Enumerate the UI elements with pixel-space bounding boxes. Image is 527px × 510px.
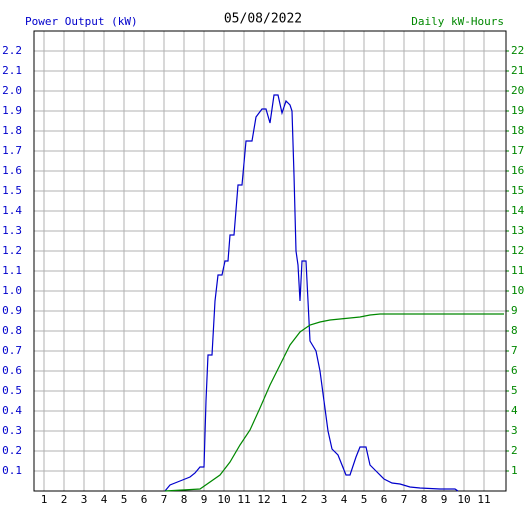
y-tick-label: 1.9 — [2, 104, 22, 117]
y-tick-label: 2.0 — [2, 84, 22, 97]
x-tick-label: 10 — [217, 493, 230, 506]
x-tick-label: 12 — [257, 493, 270, 506]
x-tick-label: 10 — [457, 493, 470, 506]
x-tick-label: 8 — [421, 493, 428, 506]
x-tick-label: 8 — [181, 493, 188, 506]
y-tick-label: 1.4 — [2, 204, 22, 217]
x-tick-label: 9 — [201, 493, 208, 506]
y2-tick-label: 10 — [511, 284, 524, 297]
y2-tick-label: 11 — [511, 264, 524, 277]
y-tick-label: 0.3 — [2, 424, 22, 437]
y2-tick-label: 22 — [511, 44, 524, 57]
y-tick-label: 1.1 — [2, 264, 22, 277]
y-tick-label: 0.7 — [2, 344, 22, 357]
y2-tick-label: 16 — [511, 164, 524, 177]
y2-tick-label: 13 — [511, 224, 524, 237]
x-tick-label: 1 — [281, 493, 288, 506]
y-tick-label: 1.3 — [2, 224, 22, 237]
y-tick-label: 1.6 — [2, 164, 22, 177]
x-tick-label: 1 — [41, 493, 48, 506]
x-tick-label: 6 — [141, 493, 148, 506]
y2-tick-label: 2 — [511, 444, 518, 457]
y2-tick-label: 5 — [511, 384, 518, 397]
y-tick-label: 0.9 — [2, 304, 22, 317]
y2-tick-label: 17 — [511, 144, 524, 157]
y-tick-label: 0.4 — [2, 404, 22, 417]
y-tick-label: 0.1 — [2, 464, 22, 477]
y2-tick-label: 7 — [511, 344, 518, 357]
y-tick-label: 1.8 — [2, 124, 22, 137]
x-tick-label: 3 — [81, 493, 88, 506]
x-tick-label: 3 — [321, 493, 328, 506]
x-tick-label: 4 — [101, 493, 108, 506]
x-tick-label: 9 — [441, 493, 448, 506]
y2-tick-label: 12 — [511, 244, 524, 257]
y-tick-label: 2.2 — [2, 44, 22, 57]
x-tick-label: 2 — [61, 493, 68, 506]
plot-border — [33, 30, 507, 492]
y2-tick-label: 19 — [511, 104, 524, 117]
y2-tick-label: 20 — [511, 84, 524, 97]
x-tick-label: 7 — [161, 493, 168, 506]
y2-tick-label: 1 — [511, 464, 518, 477]
y-tick-label: 0.8 — [2, 324, 22, 337]
y-tick-label: 0.6 — [2, 364, 22, 377]
data-line — [164, 313, 504, 492]
y2-axis-label: Daily kW-Hours — [411, 15, 504, 28]
y-tick-label: 1.2 — [2, 244, 22, 257]
y-axis-label: Power Output (kW) — [25, 15, 138, 28]
x-tick-label: 2 — [301, 493, 308, 506]
y-tick-label: 0.5 — [2, 384, 22, 397]
x-tick-label: 5 — [361, 493, 368, 506]
y2-tick-label: 14 — [511, 204, 525, 217]
y-tick-label: 0.2 — [2, 444, 22, 457]
x-tick-label: 6 — [381, 493, 388, 506]
y2-tick-label: 4 — [511, 404, 518, 417]
y2-tick-label: 9 — [511, 304, 518, 317]
x-tick-label: 7 — [401, 493, 408, 506]
x-tick-label: 4 — [341, 493, 348, 506]
y-tick-label: 1.7 — [2, 144, 22, 157]
y2-tick-label: 6 — [511, 364, 518, 377]
y2-tick-label: 15 — [511, 184, 524, 197]
y-tick-label: 1.5 — [2, 184, 22, 197]
y2-tick-label: 3 — [511, 424, 518, 437]
data-line — [164, 94, 459, 492]
y2-tick-label: 8 — [511, 324, 518, 337]
y2-tick-label: 21 — [511, 64, 524, 77]
y-tick-label: 1.0 — [2, 284, 22, 297]
x-tick-label: 11 — [237, 493, 250, 506]
y2-tick-label: 18 — [511, 124, 524, 137]
chart-title: 05/08/2022 — [224, 12, 302, 27]
y-tick-label: 2.1 — [2, 64, 22, 77]
x-tick-label: 11 — [477, 493, 490, 506]
x-tick-label: 5 — [121, 493, 128, 506]
